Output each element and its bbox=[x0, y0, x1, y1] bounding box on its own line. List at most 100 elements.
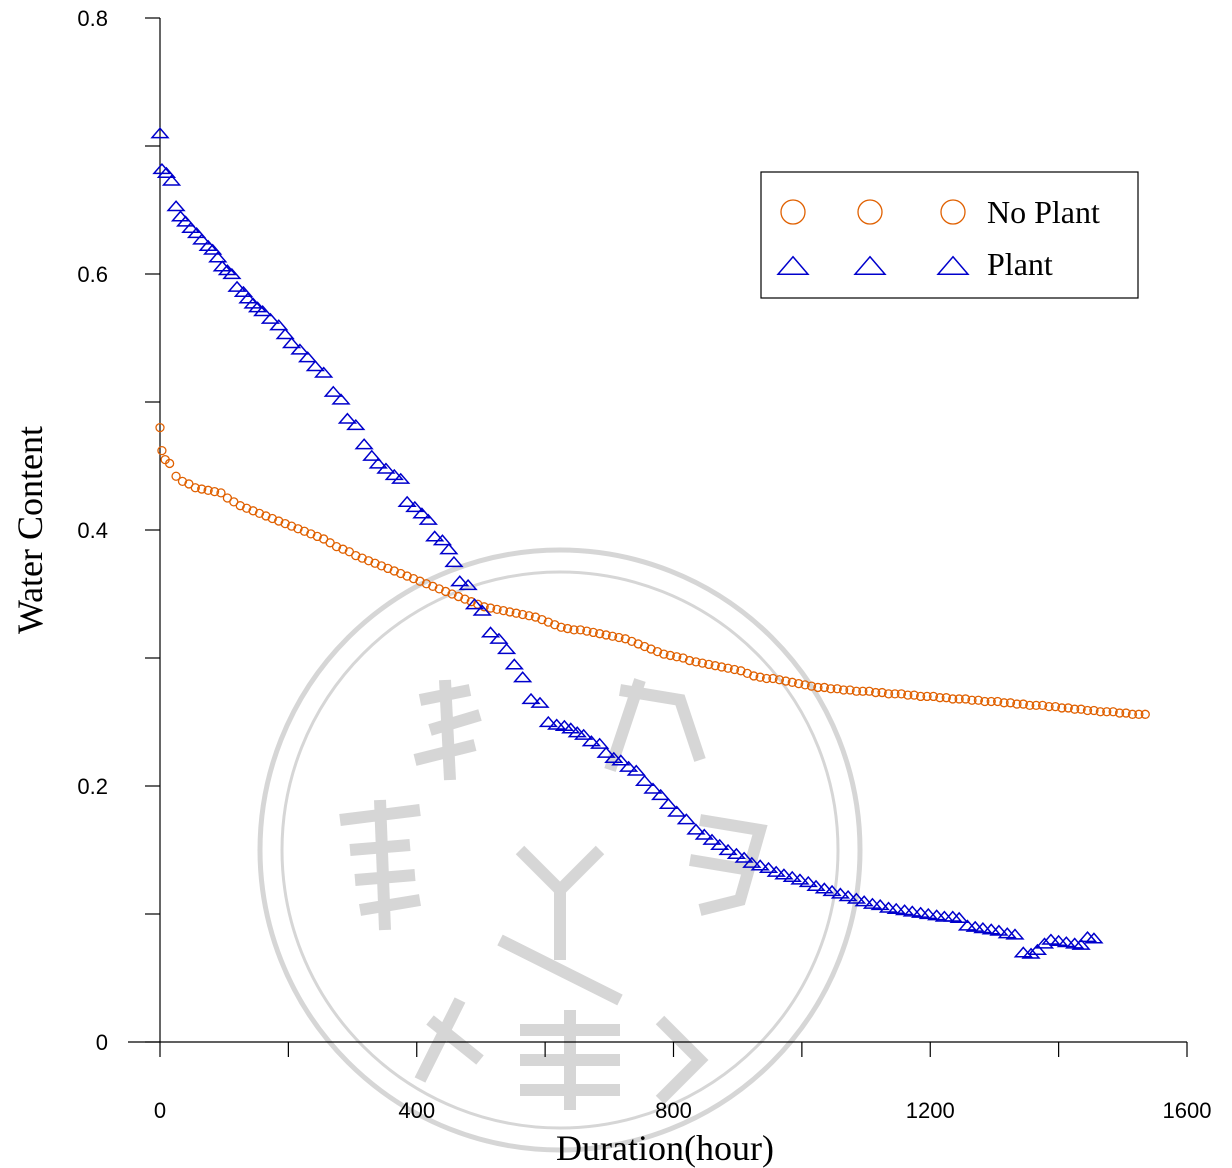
plant-point bbox=[489, 632, 509, 644]
no-plant-point bbox=[678, 653, 688, 663]
plant-point bbox=[150, 127, 170, 139]
no-plant-point bbox=[652, 646, 663, 657]
no-plant-point bbox=[646, 644, 656, 654]
plant-point bbox=[742, 856, 762, 868]
no-plant-point bbox=[575, 625, 586, 635]
x-tick-label: 1200 bbox=[906, 1098, 955, 1123]
plant-point bbox=[611, 754, 631, 766]
x-tick-label: 1600 bbox=[1163, 1098, 1212, 1123]
plant-point bbox=[973, 921, 993, 934]
no-plant-point bbox=[171, 471, 181, 481]
no-plant-point bbox=[935, 693, 945, 703]
y-tick-label: 0.4 bbox=[77, 518, 108, 543]
no-plant-point bbox=[800, 680, 810, 690]
no-plant-point bbox=[999, 698, 1009, 708]
no-plant-point bbox=[806, 681, 817, 691]
plant-point bbox=[439, 543, 459, 555]
no-plant-point bbox=[338, 544, 348, 554]
plant-point bbox=[432, 534, 453, 546]
no-plant-point bbox=[1127, 709, 1138, 719]
no-plant-point bbox=[1063, 703, 1073, 713]
no-plant-point bbox=[1025, 700, 1035, 711]
no-plant-point bbox=[620, 634, 631, 644]
no-plant-point bbox=[306, 529, 316, 539]
plant-point bbox=[604, 751, 624, 763]
no-plant-point bbox=[1037, 700, 1048, 711]
no-plant-point bbox=[248, 506, 258, 516]
no-plant-point bbox=[453, 591, 464, 602]
no-plant-point bbox=[299, 526, 310, 536]
no-plant-point bbox=[460, 594, 470, 604]
no-plant-point bbox=[665, 650, 675, 661]
plant-point bbox=[425, 530, 445, 542]
no-plant-point bbox=[922, 691, 932, 702]
no-plant-point bbox=[235, 501, 245, 511]
no-plant-point bbox=[293, 524, 303, 534]
plant-point bbox=[702, 833, 722, 845]
plant-point bbox=[686, 823, 706, 835]
no-plant-point bbox=[357, 553, 367, 563]
plant-point bbox=[774, 868, 794, 880]
plant-point bbox=[782, 870, 802, 883]
no-plant-point bbox=[434, 584, 444, 594]
y-tick-label: 0.8 bbox=[77, 6, 108, 31]
no-plant-point bbox=[242, 503, 252, 513]
no-plant-point bbox=[819, 682, 829, 693]
no-plant-point bbox=[909, 690, 919, 700]
no-plant-point bbox=[485, 603, 496, 613]
no-plant-point bbox=[742, 668, 752, 679]
plant-point bbox=[192, 233, 212, 245]
plant-point bbox=[513, 671, 533, 683]
plant-point bbox=[1071, 938, 1091, 950]
plant-point bbox=[397, 495, 417, 507]
plant-point bbox=[530, 696, 550, 708]
legend-marker-triangle-icon bbox=[936, 255, 970, 275]
plant-point bbox=[798, 875, 818, 888]
no-plant-point bbox=[992, 696, 1003, 707]
no-plant-point bbox=[1095, 707, 1105, 717]
plant-point bbox=[830, 887, 851, 899]
plant-point bbox=[290, 343, 310, 355]
plant-point bbox=[626, 764, 646, 776]
no-plant-point bbox=[351, 550, 361, 561]
no-plant-point bbox=[659, 649, 669, 659]
no-plant-point bbox=[896, 689, 907, 699]
plant-point bbox=[726, 847, 747, 859]
x-tick-label: 400 bbox=[398, 1098, 435, 1123]
no-plant-point bbox=[1076, 704, 1086, 714]
plant-point bbox=[238, 292, 258, 304]
no-plant-point bbox=[1070, 704, 1080, 714]
plant-point bbox=[651, 788, 671, 801]
legend-box bbox=[760, 171, 1139, 299]
plant-point bbox=[1056, 936, 1076, 948]
no-plant-point bbox=[1044, 701, 1054, 712]
plant-point bbox=[561, 722, 581, 734]
plant-point bbox=[275, 328, 295, 340]
plant-point bbox=[886, 902, 906, 915]
plant-point bbox=[227, 280, 247, 292]
plant-point bbox=[472, 604, 492, 616]
no-plant-point bbox=[1121, 708, 1131, 718]
no-plant-point bbox=[421, 579, 432, 589]
plant-point bbox=[405, 500, 425, 513]
plant-point bbox=[806, 879, 826, 891]
no-plant-point bbox=[755, 672, 765, 682]
no-plant-point bbox=[980, 696, 990, 707]
no-plant-point bbox=[396, 568, 406, 579]
legend: No Plant Plant bbox=[760, 171, 1139, 299]
no-plant-point bbox=[376, 561, 387, 571]
plant-point bbox=[918, 907, 938, 920]
series-no-plant bbox=[155, 422, 1150, 719]
no-plant-point bbox=[607, 631, 618, 641]
no-plant-point bbox=[851, 686, 862, 696]
plant-point bbox=[281, 337, 302, 349]
no-plant-point bbox=[948, 694, 958, 704]
no-plant-point bbox=[543, 617, 553, 627]
x-axis-ticks: 0 400 800 1200 1600 bbox=[154, 1042, 1212, 1123]
no-plant-point bbox=[639, 641, 650, 652]
no-plant-point bbox=[1031, 700, 1041, 711]
no-plant-point bbox=[691, 657, 701, 667]
no-plant-point bbox=[903, 690, 913, 700]
plant-point bbox=[521, 692, 541, 705]
plant-point bbox=[323, 385, 343, 397]
